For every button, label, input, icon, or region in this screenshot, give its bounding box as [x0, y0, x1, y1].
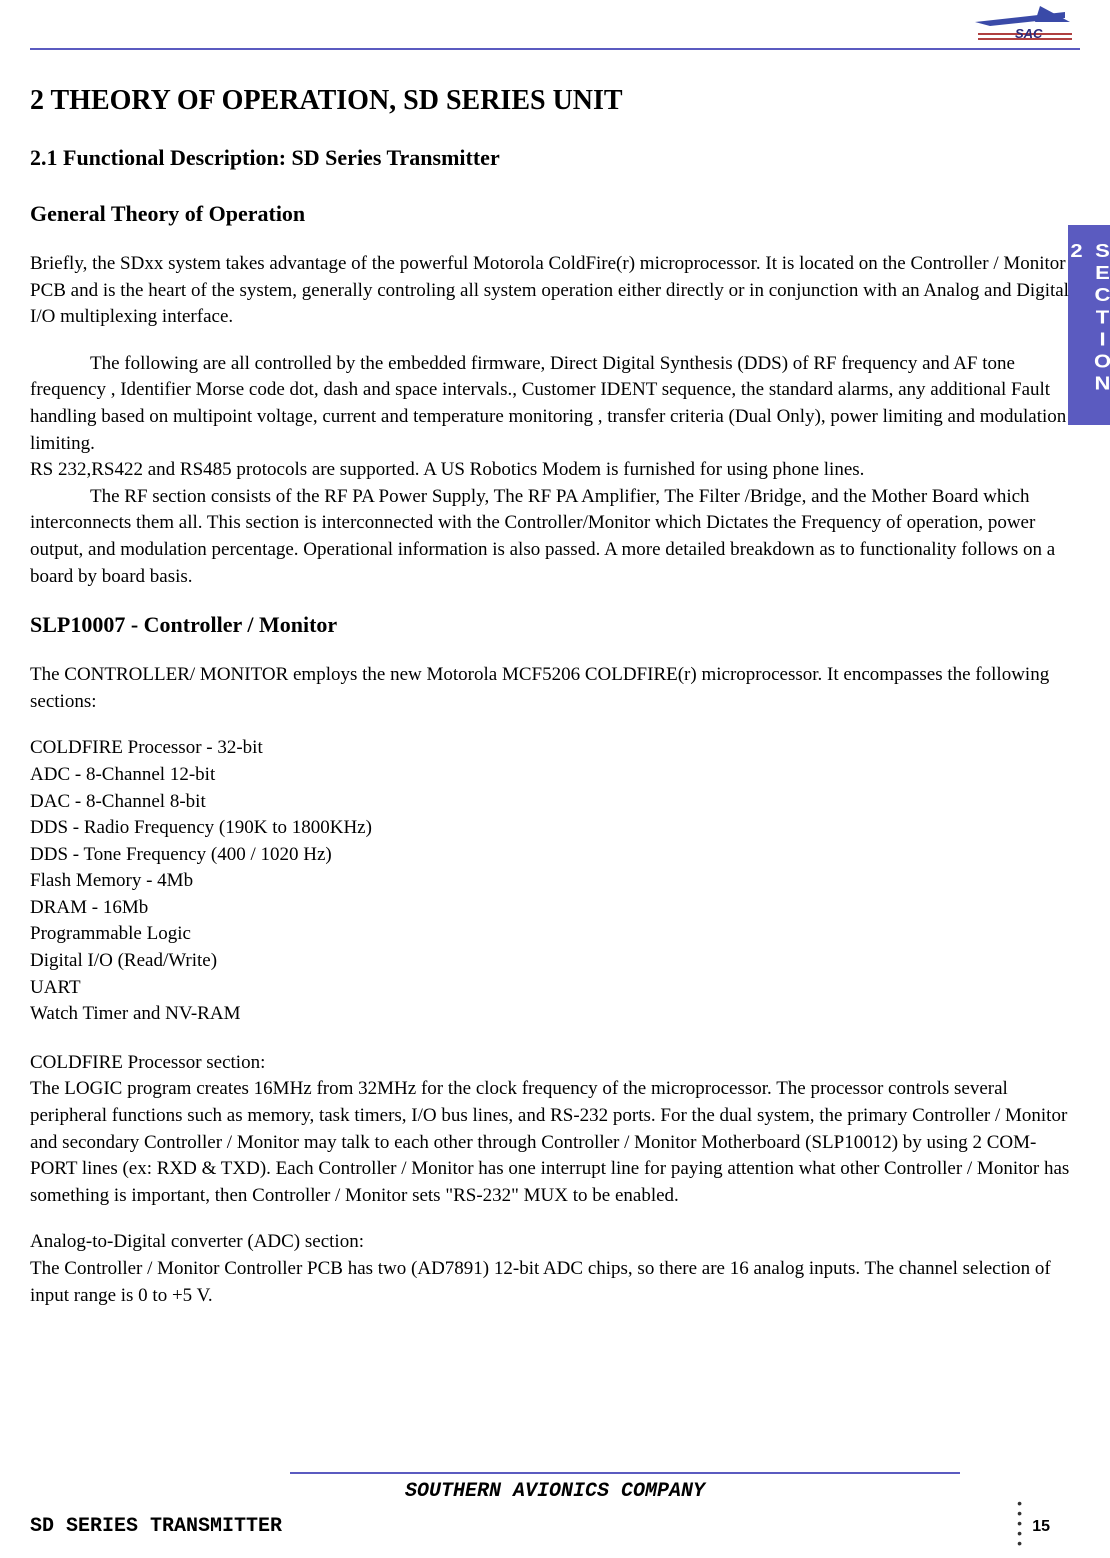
topic-heading-general: General Theory of Operation [30, 201, 1080, 227]
paragraph-group: COLDFIRE Processor section: The LOGIC pr… [30, 1050, 1080, 1210]
paragraph: The LOGIC program creates 16MHz from 32M… [30, 1076, 1080, 1209]
page-number: 15 [1032, 1518, 1050, 1536]
list-item: Flash Memory - 4Mb [30, 868, 1080, 895]
paragraph: The following are all controlled by the … [30, 351, 1080, 457]
list-item: UART [30, 975, 1080, 1002]
list-item: DDS - Radio Frequency (190K to 1800KHz) [30, 815, 1080, 842]
paragraph: Briefly, the SDxx system takes advantage… [30, 251, 1080, 331]
list-item: Digital I/O (Read/Write) [30, 948, 1080, 975]
topic-heading-slp: SLP10007 - Controller / Monitor [30, 612, 1080, 638]
footer-dots: ••••• [1017, 1498, 1022, 1548]
spec-list: COLDFIRE Processor - 32-bit ADC - 8-Chan… [30, 735, 1080, 1028]
list-item: DDS - Tone Frequency (400 / 1020 Hz) [30, 842, 1080, 869]
svg-text:SAC: SAC [1015, 26, 1043, 41]
chapter-heading: 2 THEORY OF OPERATION, SD SERIES UNIT [30, 85, 1080, 117]
paragraph-group: The following are all controlled by the … [30, 351, 1080, 590]
list-item: DAC - 8-Channel 8-bit [30, 789, 1080, 816]
subsection-heading: 2.1 Functional Description: SD Series Tr… [30, 145, 1080, 171]
list-item: COLDFIRE Processor - 32-bit [30, 735, 1080, 762]
company-logo: SAC [970, 4, 1080, 44]
list-item: Programmable Logic [30, 921, 1080, 948]
paragraph: The CONTROLLER/ MONITOR employs the new … [30, 662, 1080, 715]
paragraph-group: Analog-to-Digital converter (ADC) sectio… [30, 1229, 1080, 1309]
header-rule [30, 48, 1080, 50]
paragraph: The RF section consists of the RF PA Pow… [30, 484, 1080, 590]
footer-product-name: SD SERIES TRANSMITTER [30, 1515, 1080, 1538]
page-footer: SOUTHERN AVIONICS COMPANY SD SERIES TRAN… [30, 1472, 1080, 1538]
list-item: DRAM - 16Mb [30, 895, 1080, 922]
section-label: COLDFIRE Processor section: [30, 1050, 1080, 1077]
footer-company-name: SOUTHERN AVIONICS COMPANY [30, 1480, 1080, 1503]
paragraph: RS 232,RS422 and RS485 protocols are sup… [30, 457, 1080, 484]
paragraph: The Controller / Monitor Controller PCB … [30, 1256, 1080, 1309]
list-item: ADC - 8-Channel 12-bit [30, 762, 1080, 789]
list-item: Watch Timer and NV-RAM [30, 1001, 1080, 1028]
section-label: Analog-to-Digital converter (ADC) sectio… [30, 1229, 1080, 1256]
footer-rule [290, 1472, 960, 1474]
page-content: 2 THEORY OF OPERATION, SD SERIES UNIT 2.… [30, 85, 1080, 1329]
